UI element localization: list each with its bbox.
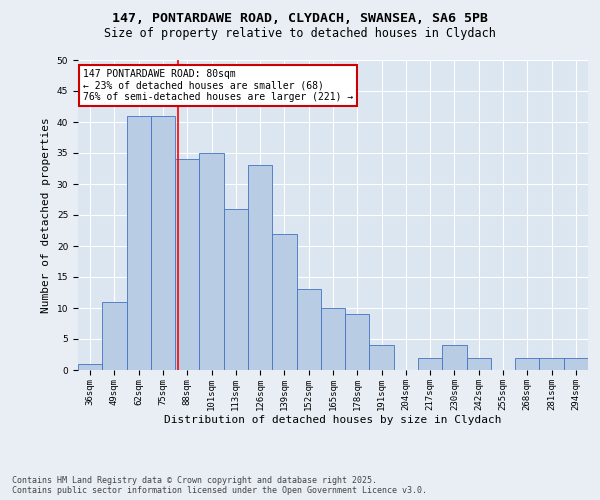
Bar: [151, 116, 175, 370]
X-axis label: Distribution of detached houses by size in Clydach: Distribution of detached houses by size …: [164, 416, 502, 426]
Bar: [345, 314, 370, 370]
Bar: [539, 358, 564, 370]
Bar: [442, 345, 467, 370]
Bar: [467, 358, 491, 370]
Text: Size of property relative to detached houses in Clydach: Size of property relative to detached ho…: [104, 26, 496, 40]
Bar: [102, 302, 127, 370]
Bar: [224, 209, 248, 370]
Bar: [321, 308, 345, 370]
Text: Contains HM Land Registry data © Crown copyright and database right 2025.
Contai: Contains HM Land Registry data © Crown c…: [12, 476, 427, 495]
Bar: [199, 153, 224, 370]
Bar: [78, 364, 102, 370]
Text: 147, PONTARDAWE ROAD, CLYDACH, SWANSEA, SA6 5PB: 147, PONTARDAWE ROAD, CLYDACH, SWANSEA, …: [112, 12, 488, 26]
Bar: [418, 358, 442, 370]
Bar: [127, 116, 151, 370]
Text: 147 PONTARDAWE ROAD: 80sqm
← 23% of detached houses are smaller (68)
76% of semi: 147 PONTARDAWE ROAD: 80sqm ← 23% of deta…: [83, 70, 353, 102]
Bar: [296, 290, 321, 370]
Bar: [370, 345, 394, 370]
Bar: [248, 166, 272, 370]
Bar: [272, 234, 296, 370]
Bar: [515, 358, 539, 370]
Y-axis label: Number of detached properties: Number of detached properties: [41, 117, 51, 313]
Bar: [564, 358, 588, 370]
Bar: [175, 159, 199, 370]
